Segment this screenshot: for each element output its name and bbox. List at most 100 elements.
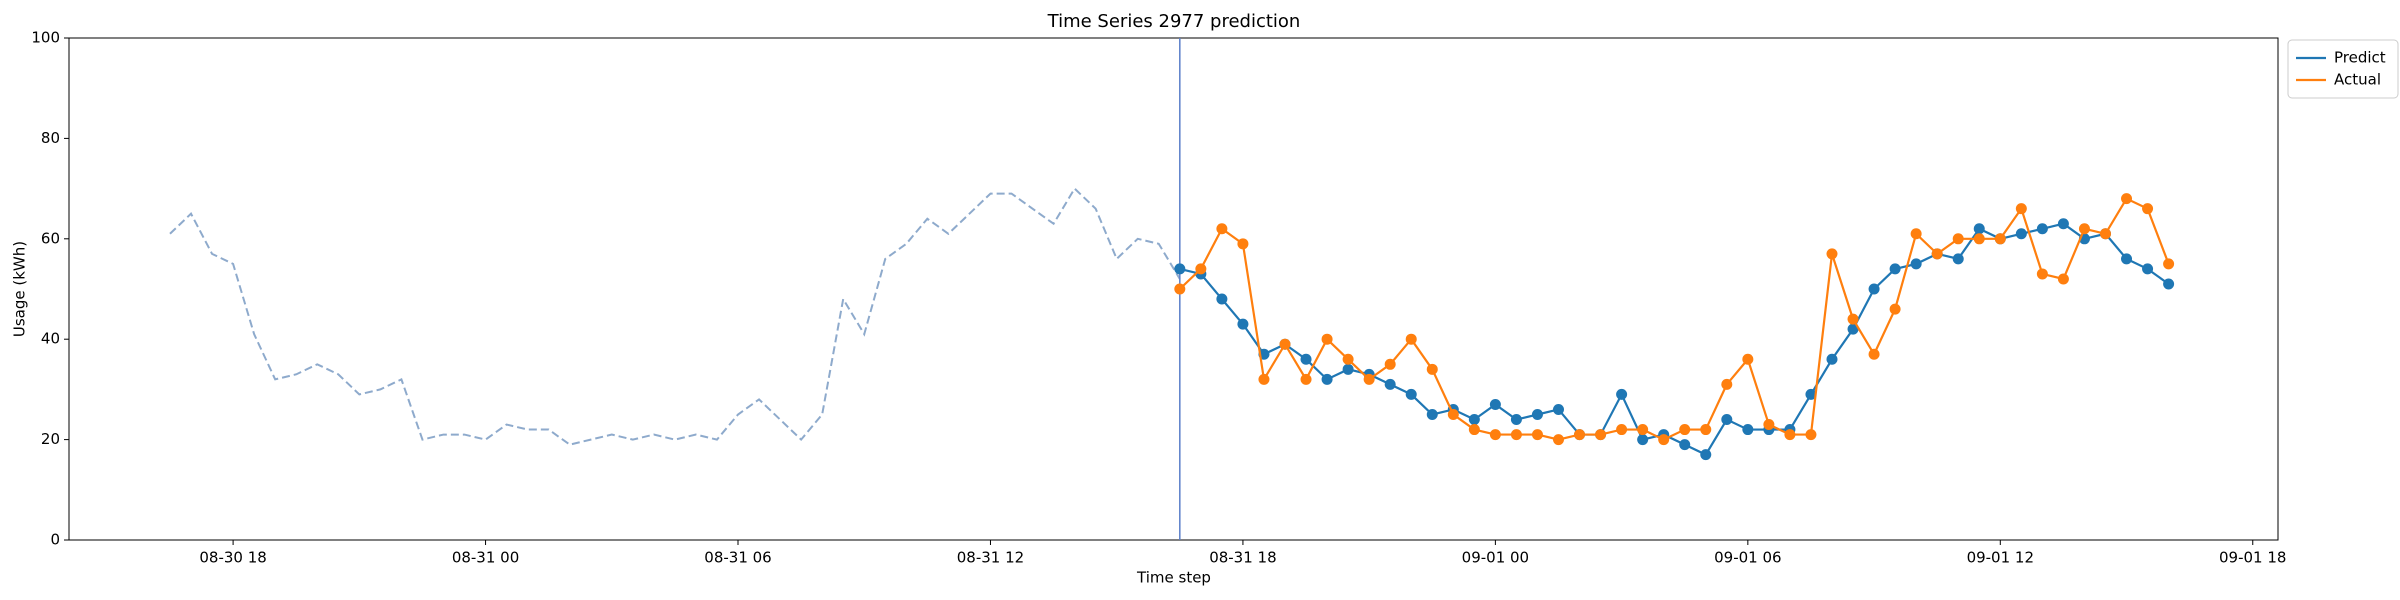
y-tick-label: 40 xyxy=(41,330,60,348)
history-line xyxy=(169,187,1181,446)
series-point xyxy=(1952,253,1964,265)
series-point xyxy=(2142,203,2154,215)
series-point xyxy=(1637,434,1649,446)
y-tick-label: 20 xyxy=(41,430,60,448)
series-point xyxy=(1847,323,1859,335)
chart-title: Time Series 2977 prediction xyxy=(1047,11,1301,32)
series-point xyxy=(1700,424,1712,436)
series-point xyxy=(1742,353,1754,365)
series-point xyxy=(1405,388,1417,400)
series-point xyxy=(1279,338,1291,350)
series-point xyxy=(1952,233,1964,245)
series-point xyxy=(2015,203,2027,215)
series-point xyxy=(1216,293,1228,305)
series-point xyxy=(1384,378,1396,390)
series-point xyxy=(1763,419,1775,431)
series-point xyxy=(2036,223,2048,235)
series-point xyxy=(1531,429,1543,441)
series-point xyxy=(1405,333,1417,345)
series-point xyxy=(1174,283,1186,295)
series-point xyxy=(2121,193,2133,205)
series-point xyxy=(1679,424,1691,436)
series-point xyxy=(2099,228,2111,240)
series-point xyxy=(2163,258,2175,270)
y-tick-label: 100 xyxy=(31,29,60,47)
series-point xyxy=(1552,403,1564,415)
series-point xyxy=(1826,248,1838,260)
series-point xyxy=(1342,353,1354,365)
plot-frame xyxy=(68,37,2279,541)
series-point xyxy=(2036,268,2048,280)
series-point xyxy=(1321,373,1333,385)
x-tick-label: 08-31 00 xyxy=(452,549,519,567)
x-tick-label: 09-01 06 xyxy=(1714,549,1781,567)
y-tick-label: 0 xyxy=(50,531,60,549)
series-point xyxy=(2163,278,2175,290)
series-point xyxy=(1510,429,1522,441)
series-point xyxy=(1910,228,1922,240)
x-tick-label: 09-01 00 xyxy=(1462,549,1529,567)
series-point xyxy=(1616,388,1628,400)
series-point xyxy=(1742,424,1754,436)
series-point xyxy=(1384,358,1396,370)
series-point xyxy=(1237,318,1249,330)
series-point xyxy=(1258,373,1270,385)
x-tick-label: 09-01 12 xyxy=(1967,549,2034,567)
series-point xyxy=(1637,424,1649,436)
series-point xyxy=(1889,303,1901,315)
series-point xyxy=(1826,353,1838,365)
series-point xyxy=(1489,398,1501,410)
series-point xyxy=(1658,434,1670,446)
series-point xyxy=(1300,373,1312,385)
series-point xyxy=(1321,333,1333,345)
legend-box xyxy=(2287,39,2399,99)
series-point xyxy=(1510,414,1522,426)
series-point xyxy=(1300,353,1312,365)
series-point xyxy=(1426,409,1438,420)
series-point xyxy=(1595,429,1607,441)
series-point xyxy=(1805,429,1817,441)
x-tick-label: 09-01 18 xyxy=(2219,549,2286,567)
x-tick-label: 08-31 18 xyxy=(1209,549,1276,567)
series-point xyxy=(1847,313,1859,325)
series-point xyxy=(1868,283,1880,295)
series-point xyxy=(1574,429,1586,441)
series-point xyxy=(1363,373,1375,385)
y-axis-label: Usage (kWh) xyxy=(11,241,29,337)
series-point xyxy=(1805,388,1817,400)
series-point xyxy=(2078,223,2090,235)
series-point xyxy=(1216,223,1228,235)
series-point xyxy=(1468,424,1480,436)
series-point xyxy=(2057,273,2069,285)
series-point xyxy=(1994,233,2006,245)
x-axis-label: Time step xyxy=(1136,569,1211,587)
series-point xyxy=(1973,233,1985,245)
series-point xyxy=(1342,363,1354,375)
series-point xyxy=(1973,223,1985,235)
series-point xyxy=(1237,238,1249,250)
y-tick-label: 60 xyxy=(41,229,60,247)
series-point xyxy=(2142,263,2154,275)
series-point xyxy=(1468,414,1480,426)
x-tick-label: 08-30 18 xyxy=(199,549,266,567)
series-point xyxy=(1447,409,1459,420)
legend-label: Predict xyxy=(2334,49,2386,67)
series-point xyxy=(1868,348,1880,360)
series-point xyxy=(1426,363,1438,375)
series-point xyxy=(1616,424,1628,436)
x-tick-label: 08-31 12 xyxy=(957,549,1024,567)
series-point xyxy=(1552,434,1564,446)
series-point xyxy=(1700,449,1712,461)
series-point xyxy=(1195,263,1207,275)
series-point xyxy=(1174,263,1186,275)
series-point xyxy=(1679,439,1691,451)
series-point xyxy=(2121,253,2133,265)
series-point xyxy=(2057,218,2069,230)
series-point xyxy=(1910,258,1922,270)
series-point xyxy=(1721,414,1733,426)
series-point xyxy=(1721,378,1733,390)
series-point xyxy=(1784,429,1796,441)
legend-label: Actual xyxy=(2334,71,2381,89)
series-point xyxy=(1489,429,1501,441)
